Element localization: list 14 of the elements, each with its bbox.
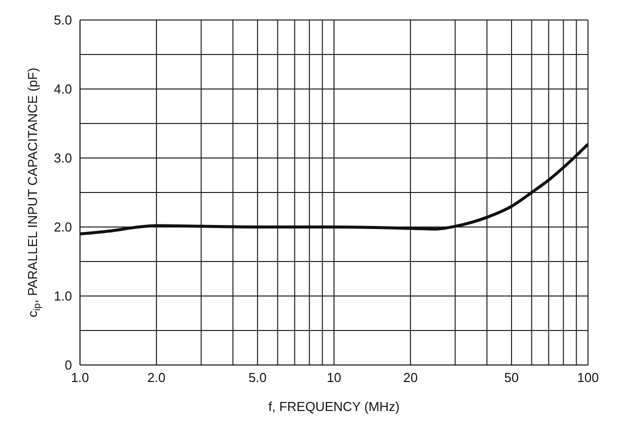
- y-tick-label: 1.0: [54, 288, 72, 304]
- x-tick-label: 5.0: [248, 370, 267, 386]
- x-tick-label: 50: [504, 370, 519, 386]
- x-tick-label: 2.0: [147, 370, 166, 386]
- x-tick-label: 20: [403, 370, 418, 386]
- y-tick-label: 0: [64, 358, 72, 373]
- y-tick-label: 3.0: [54, 150, 72, 166]
- x-tick-label: 10: [326, 370, 342, 386]
- y-tick-label: 5.0: [54, 12, 72, 28]
- y-tick-label: 2.0: [54, 220, 72, 235]
- y-tick-label: 4.0: [54, 82, 72, 97]
- x-axis-title: f, FREQUENCY (MHz): [268, 399, 400, 414]
- x-tick-label: 1.0: [70, 370, 90, 386]
- x-tick-label: 100: [577, 370, 599, 386]
